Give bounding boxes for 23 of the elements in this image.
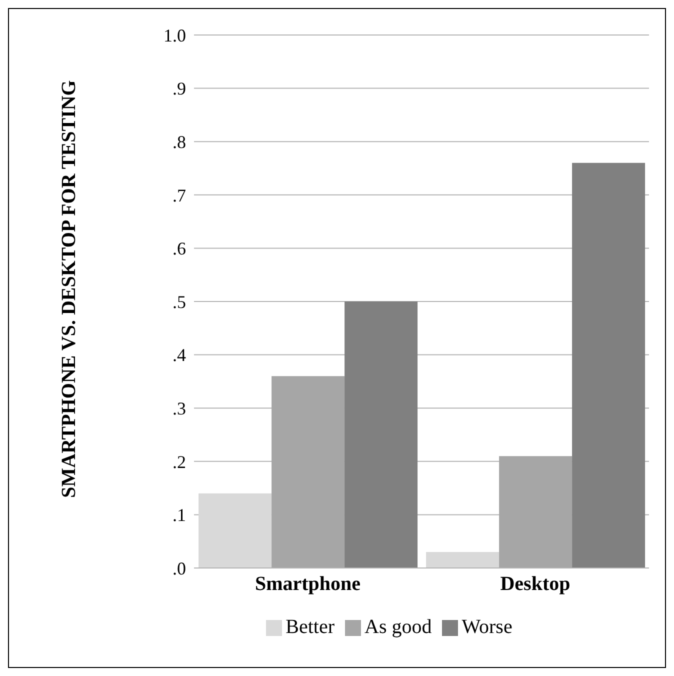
bar xyxy=(426,552,500,568)
x-tick-label: Desktop xyxy=(500,573,570,596)
y-tick-label: .9 xyxy=(172,78,186,99)
bar xyxy=(272,376,345,568)
bar xyxy=(499,456,572,568)
legend-label: Worse xyxy=(462,616,512,638)
y-tick-label: 1.0 xyxy=(164,25,186,46)
y-tick-label: .0 xyxy=(172,558,186,578)
y-axis-title: SMARTPHONE VS. DESKTOP FOR TESTING xyxy=(57,79,81,500)
y-tick-label: .7 xyxy=(172,185,186,206)
legend-label: As good xyxy=(364,616,432,638)
bar xyxy=(344,302,418,568)
y-tick-label: .4 xyxy=(172,345,186,366)
y-tick-label: .8 xyxy=(172,132,186,152)
y-tick-label: .2 xyxy=(172,452,186,472)
bar xyxy=(198,493,272,568)
y-tick-label: .6 xyxy=(172,238,186,259)
legend-label: Better xyxy=(286,616,335,638)
x-tick-label: Smartphone xyxy=(254,573,361,596)
y-tick-label: .5 xyxy=(172,292,186,312)
bar xyxy=(572,162,646,568)
y-tick-label: .3 xyxy=(172,398,186,418)
y-tick-label: .1 xyxy=(172,505,186,526)
